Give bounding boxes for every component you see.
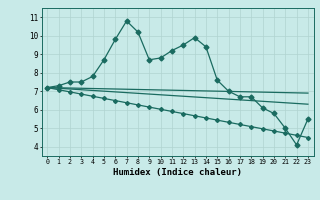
X-axis label: Humidex (Indice chaleur): Humidex (Indice chaleur) <box>113 168 242 177</box>
